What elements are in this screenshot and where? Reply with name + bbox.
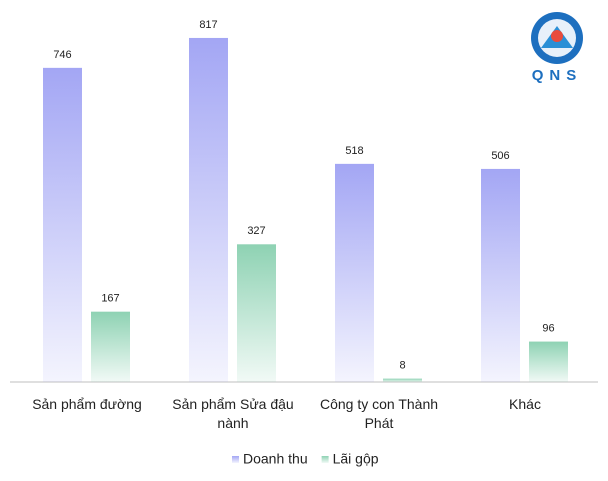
bar	[481, 168, 520, 382]
data-label: 96	[542, 322, 554, 334]
data-label: 8	[399, 360, 405, 372]
bar	[91, 311, 130, 382]
data-label: 506	[491, 150, 509, 162]
bar	[383, 378, 422, 382]
bar	[189, 37, 228, 383]
x-tick-label: Khác	[509, 396, 541, 412]
logo-sun	[551, 30, 563, 42]
data-label: 518	[345, 145, 363, 157]
legend-label: Doanh thu	[243, 451, 308, 467]
logo-text: QNS	[532, 67, 583, 84]
bar	[529, 341, 568, 382]
legend-label: Lãi gộp	[333, 451, 379, 467]
x-tick-label: Công ty con Thành Phát	[319, 396, 439, 431]
x-tick-label: Sản phẩm đường	[32, 396, 142, 412]
bar	[335, 163, 374, 382]
legend-swatch	[321, 456, 329, 463]
logo: QNS	[518, 8, 596, 88]
legend-swatch	[232, 456, 239, 463]
bar	[237, 244, 276, 382]
data-label: 746	[53, 49, 71, 61]
bar	[43, 67, 82, 383]
data-label: 167	[101, 293, 119, 305]
data-label: 327	[247, 225, 265, 237]
x-tick-label: Sản phẩm Sửa đậu nành	[172, 396, 294, 431]
data-label: 817	[199, 19, 217, 31]
